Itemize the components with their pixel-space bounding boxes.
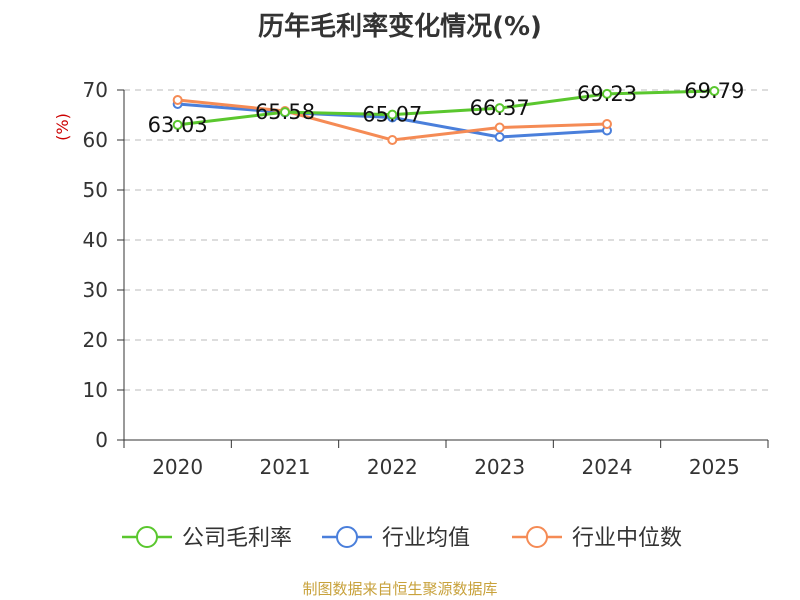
data-label: 69.23 xyxy=(577,82,637,106)
legend-marker xyxy=(526,526,548,548)
data-point-series-1 xyxy=(387,109,398,120)
data-point-series-3 xyxy=(602,119,612,129)
legend-marker xyxy=(136,526,158,548)
data-point-series-3 xyxy=(387,135,398,145)
legend-label: 行业中位数 xyxy=(572,526,682,551)
data-label: 65.58 xyxy=(255,100,315,124)
data-point-series-3 xyxy=(494,122,505,133)
data-point-series-1 xyxy=(602,88,612,99)
y-tick-label: 50 xyxy=(83,178,108,202)
data-label: 66.37 xyxy=(470,96,530,120)
source-note: 制图数据来自恒生聚源数据库 xyxy=(302,580,498,598)
data-point-series-1 xyxy=(280,107,290,118)
chart-title: 历年毛利率变化情况(%) xyxy=(258,12,542,42)
y-tick-label: 20 xyxy=(83,328,108,352)
y-tick-label: 30 xyxy=(83,278,108,302)
legend-label: 公司毛利率 xyxy=(182,526,292,551)
y-tick-label: 10 xyxy=(83,378,108,402)
legend-label: 行业均值 xyxy=(382,526,470,551)
data-label: 69.79 xyxy=(684,79,744,103)
data-point-series-3 xyxy=(172,95,183,105)
data-label: 63.03 xyxy=(148,113,208,137)
y-tick-label: 60 xyxy=(83,128,108,152)
y-tick-label: 40 xyxy=(83,228,108,252)
data-point-series-1 xyxy=(494,103,505,114)
x-tick-label: 2023 xyxy=(474,455,525,479)
y-axis-label: (%) xyxy=(53,113,72,141)
y-tick-label: 70 xyxy=(83,78,108,102)
data-point-series-1 xyxy=(709,86,720,97)
x-tick-label: 2021 xyxy=(260,455,311,479)
legend-marker xyxy=(336,526,358,548)
data-point-series-2 xyxy=(494,132,505,142)
x-tick-label: 2024 xyxy=(582,455,633,479)
y-tick-label: 0 xyxy=(95,428,108,452)
series-line-1 xyxy=(177,89,715,127)
x-tick-label: 2025 xyxy=(689,455,740,479)
x-tick-label: 2022 xyxy=(367,455,418,479)
data-label: 65.07 xyxy=(362,103,422,127)
x-tick-label: 2020 xyxy=(152,455,203,479)
data-point-series-1 xyxy=(172,119,183,130)
